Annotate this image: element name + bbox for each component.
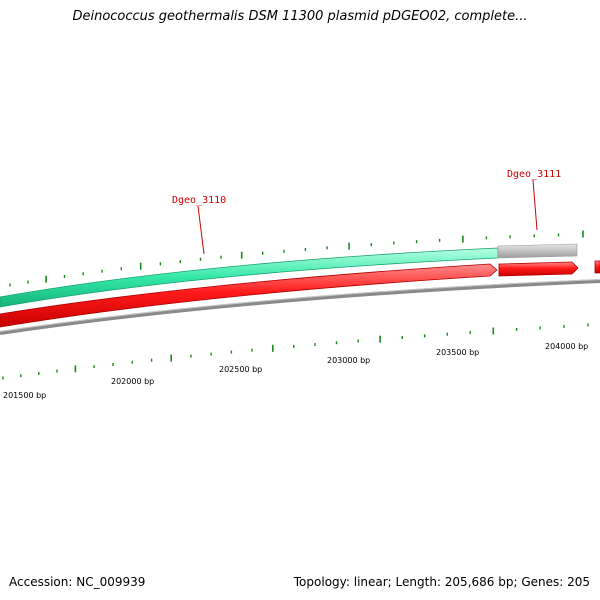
sequence-backbone <box>0 279 600 335</box>
gene-track-gray[interactable] <box>497 243 578 259</box>
bp-label: 204000 bp <box>545 342 588 351</box>
lower-tick-marks <box>2 323 589 380</box>
gene-label-leader-line <box>532 179 538 231</box>
topology-summary-text: Topology: linear; Length: 205,686 bp; Ge… <box>293 575 590 589</box>
gene-label-dgeo-3110[interactable]: Dgeo_3110 <box>172 195 226 206</box>
accession-text: Accession: NC_009939 <box>9 575 146 589</box>
map-title: Deinococcus geothermalis DSM 11300 plasm… <box>72 9 528 24</box>
gene-arrow-dgeo-3110[interactable] <box>0 263 498 328</box>
bp-label: 202000 bp <box>111 377 154 386</box>
bp-label: 203500 bp <box>436 348 479 357</box>
bp-label: 202500 bp <box>219 365 262 374</box>
upper-tick-marks <box>9 230 584 287</box>
bp-label: 201500 bp <box>3 391 46 400</box>
gene-label-leader-line <box>197 205 205 255</box>
gene-label-dgeo-3111[interactable]: Dgeo_3111 <box>507 169 561 180</box>
gene-arrow-dgeo-3111[interactable] <box>498 261 579 277</box>
bp-label: 203000 bp <box>327 356 370 365</box>
gene-arrow-next[interactable] <box>594 260 600 274</box>
